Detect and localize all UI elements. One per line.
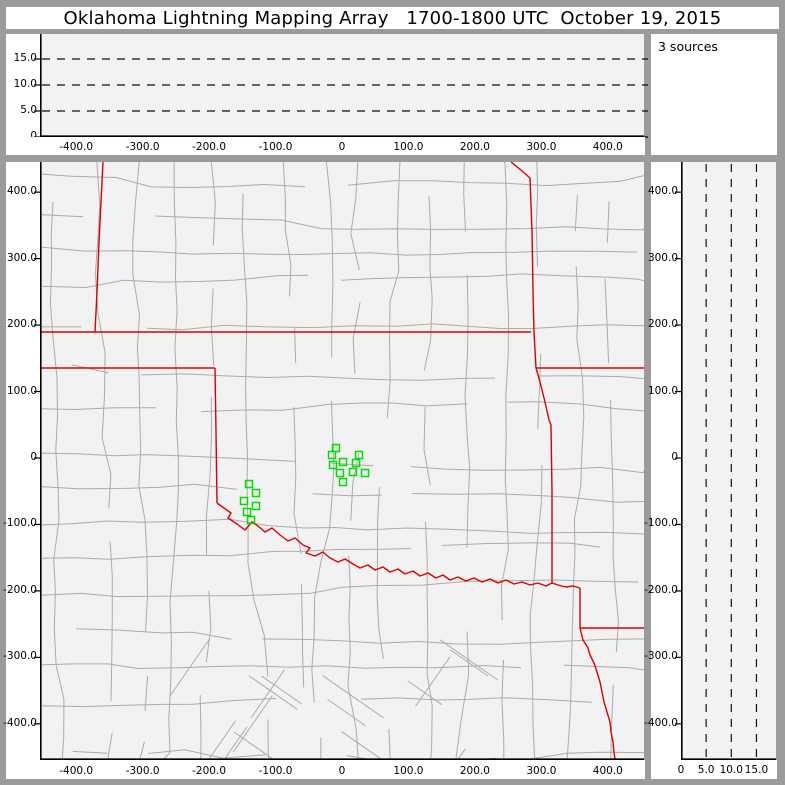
- tick-label: -200.0: [192, 765, 227, 777]
- plan-view-x-axis-labels: -400.0 -300.0 -200.0 -100.0 0 100.0 200.0 300.0…: [6, 760, 645, 779]
- tick-label: -100.0: [3, 517, 37, 530]
- tick-label: 0: [338, 141, 346, 153]
- ns-altitude-y-axis-labels: 400.0 300.0 200.0 100.0 0 -100.0 -200.0 -300.0 -…: [644, 162, 681, 760]
- lightning-source: [251, 488, 261, 498]
- tick-label: -200.0: [3, 583, 37, 596]
- ns-altitude-plot: [675, 162, 776, 765]
- tick-label: 5.0: [697, 764, 715, 776]
- tick-label: -400.0: [644, 716, 678, 729]
- lightning-source-markers: [239, 443, 370, 525]
- tick-label: -100.0: [258, 765, 293, 777]
- source-count-label: 3 sources: [658, 39, 718, 54]
- tick-label: 300.0: [647, 251, 678, 264]
- ns-altitude-panel: [681, 162, 776, 760]
- tick-label: -300.0: [125, 141, 160, 153]
- tick-label: -400.0: [59, 141, 94, 153]
- tick-label: 0: [671, 451, 678, 463]
- tick-label: 400.0: [592, 765, 623, 777]
- lightning-source: [338, 457, 348, 467]
- lightning-source: [338, 477, 348, 487]
- lightning-source: [251, 501, 261, 511]
- plan-view-panel: [40, 162, 644, 760]
- tick-label: 200.0: [459, 141, 490, 153]
- ew-altitude-x-axis-labels: -400.0 -300.0 -200.0 -100.0 0 100.0 200.0 300.0…: [6, 137, 645, 155]
- tick-label: 10.0: [13, 78, 37, 90]
- lightning-source: [351, 458, 361, 468]
- tick-label: -300.0: [644, 650, 678, 663]
- lightning-source: [246, 515, 256, 525]
- lightning-source: [244, 479, 254, 489]
- tick-label: 10.0: [719, 764, 743, 776]
- tick-label: -100.0: [258, 141, 293, 153]
- plan-view-y-axis-labels: 400.0 300.0 200.0 100.0 0 -100.0 -200.0 -300.0 -…: [3, 162, 40, 760]
- plan-view-plot: [34, 162, 644, 765]
- tick-label: 5.0: [20, 104, 37, 116]
- tick-label: -100.0: [644, 517, 678, 530]
- tick-label: 100.0: [393, 141, 424, 153]
- tick-label: 15.0: [13, 52, 37, 64]
- tick-label: 400.0: [592, 141, 623, 153]
- ew-altitude-plot: [34, 34, 648, 142]
- tick-label: -300.0: [125, 765, 160, 777]
- tick-label: -400.0: [3, 716, 37, 729]
- lightning-source: [242, 507, 252, 517]
- tick-label: 0: [30, 130, 37, 142]
- tick-label: 400.0: [647, 185, 678, 198]
- tick-label: -200.0: [644, 583, 678, 596]
- tick-label: -300.0: [3, 650, 37, 663]
- tick-label: 0: [30, 451, 37, 463]
- tick-label: 200.0: [647, 318, 678, 331]
- tick-label: 0: [338, 765, 346, 777]
- ns-altitude-x-axis-labels: 0 5.0 10.0 15.0: [651, 760, 777, 779]
- title-bar: Oklahoma Lightning Mapping Array 1700-18…: [6, 7, 779, 29]
- tick-label: 100.0: [393, 765, 424, 777]
- lightning-source: [360, 468, 370, 478]
- source-count-box: 3 sources: [651, 34, 777, 155]
- tick-label: 300.0: [526, 765, 557, 777]
- county-boundary-lines: [40, 162, 644, 760]
- window-title: Oklahoma Lightning Mapping Array 1700-18…: [63, 7, 722, 29]
- tick-label: -400.0: [59, 765, 94, 777]
- tick-label: 300.0: [6, 251, 37, 264]
- lightning-source: [239, 496, 249, 506]
- state-boundary-lines: [40, 162, 644, 760]
- tick-label: -200.0: [192, 141, 227, 153]
- lightning-source: [327, 450, 337, 460]
- tick-label: 100.0: [647, 384, 678, 397]
- tick-label: 300.0: [526, 141, 557, 153]
- lightning-source: [354, 450, 364, 460]
- tick-label: 200.0: [6, 318, 37, 331]
- tick-label: 400.0: [6, 185, 37, 198]
- lightning-source: [328, 460, 338, 470]
- lightning-source: [335, 468, 345, 478]
- tick-label: 200.0: [459, 765, 490, 777]
- lightning-source: [348, 467, 358, 477]
- tick-label: 100.0: [6, 384, 37, 397]
- tick-label: 15.0: [744, 764, 769, 776]
- tick-label: 0: [677, 764, 685, 776]
